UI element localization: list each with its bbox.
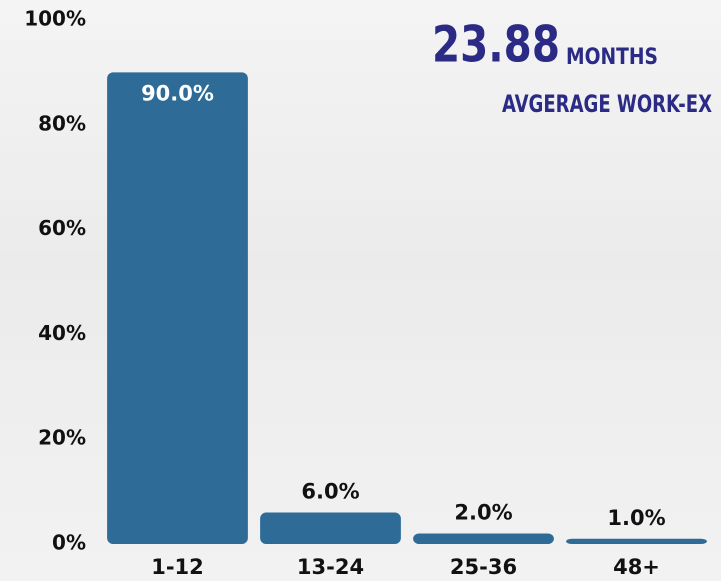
bar xyxy=(566,539,707,544)
y-tick-label: 20% xyxy=(38,426,86,450)
y-tick-label: 80% xyxy=(38,111,86,135)
value-label: 90.0% xyxy=(141,81,214,105)
annotation-unit: MONTHS xyxy=(566,45,658,70)
y-tick-label: 0% xyxy=(52,531,86,555)
value-label: 6.0% xyxy=(301,480,359,504)
chart: 23.88 MONTHS AVGERAGE WORK-EX 0% 20% 40% 60… xyxy=(0,0,721,581)
bar xyxy=(260,513,401,544)
annotation-value: 23.88 xyxy=(432,16,560,74)
y-tick-label: 40% xyxy=(38,321,86,345)
x-tick-label: 1-12 xyxy=(151,555,204,579)
value-label: 2.0% xyxy=(454,501,512,525)
y-tick-label: 60% xyxy=(38,216,86,240)
x-tick-label: 48+ xyxy=(613,555,660,579)
x-tick-label: 13-24 xyxy=(297,555,364,579)
bar xyxy=(413,534,554,544)
y-tick-label: 100% xyxy=(24,7,86,31)
annotation-caption: AVGERAGE WORK-EX xyxy=(502,90,712,118)
x-tick-label: 25-36 xyxy=(450,555,517,579)
bar xyxy=(107,72,248,544)
value-label: 1.0% xyxy=(607,506,665,530)
